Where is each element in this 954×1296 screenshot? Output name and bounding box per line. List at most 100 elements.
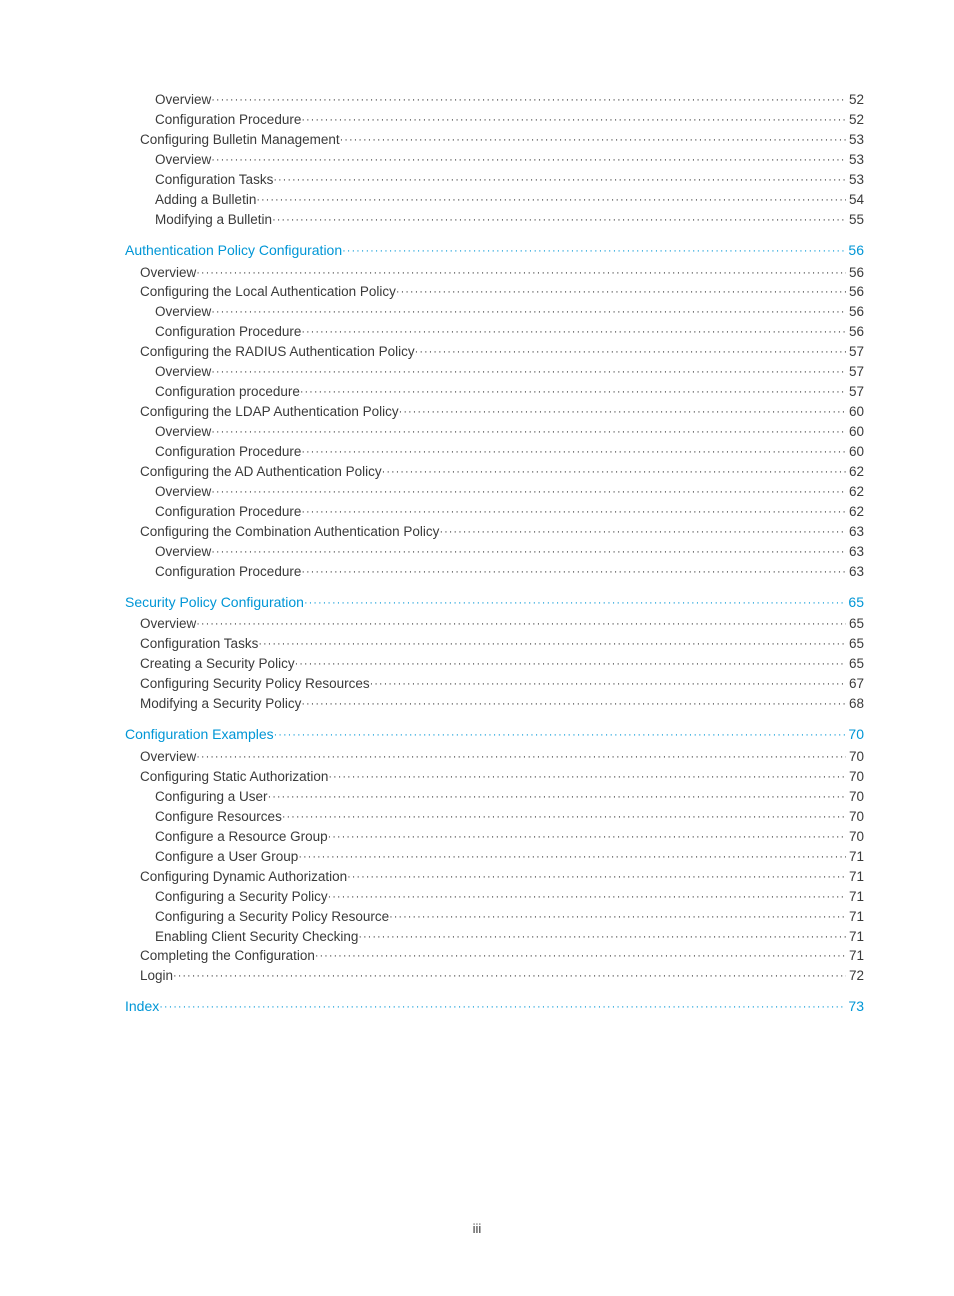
toc-entry-page: 56 — [845, 240, 864, 260]
toc-entry[interactable]: Configuration Procedure 52 — [90, 110, 864, 130]
toc-entry[interactable]: Overview 70 — [90, 747, 864, 767]
toc-entry-page: 71 — [846, 927, 864, 947]
toc-leader-dots — [273, 173, 846, 189]
toc-entry[interactable]: Configuration Procedure 62 — [90, 502, 864, 522]
toc-entry[interactable]: Overview 63 — [90, 542, 864, 562]
toc-entry-label: Enabling Client Security Checking — [155, 927, 358, 947]
toc-leader-dots — [272, 213, 846, 229]
toc-entry-label: Configure a Resource Group — [155, 827, 328, 847]
toc-entry[interactable]: Overview 65 — [90, 614, 864, 634]
toc-entry-label: Overview — [140, 614, 196, 634]
toc-leader-dots — [211, 93, 846, 109]
toc-entry-label: Configuring the AD Authentication Policy — [140, 462, 382, 482]
toc-entry-page: 65 — [845, 592, 864, 612]
toc-entry-label: Overview — [140, 747, 196, 767]
toc-entry-page: 62 — [846, 462, 864, 482]
toc-entry[interactable]: Configuration Procedure 63 — [90, 562, 864, 582]
toc-entry-label: Overview — [155, 542, 211, 562]
toc-entry[interactable]: Overview 52 — [90, 90, 864, 110]
toc-entry-page: 65 — [846, 654, 864, 674]
toc-entry-label: Configuration Procedure — [155, 110, 301, 130]
toc-entry-page: 70 — [846, 767, 864, 787]
toc-entry[interactable]: Configuring the Combination Authenticati… — [90, 522, 864, 542]
toc-entry[interactable]: Overview 57 — [90, 362, 864, 382]
toc-entry[interactable]: Configuration Procedure 56 — [90, 322, 864, 342]
toc-leader-dots — [268, 790, 846, 806]
toc-entry[interactable]: Configuring the AD Authentication Policy… — [90, 462, 864, 482]
toc-entry[interactable]: Index 73 — [90, 996, 864, 1017]
toc-entry[interactable]: Overview 62 — [90, 482, 864, 502]
toc-entry-label: Configuration Procedure — [155, 322, 301, 342]
toc-entry[interactable]: Configuration Tasks 53 — [90, 170, 864, 190]
toc-entry-page: 73 — [845, 996, 864, 1016]
toc-entry-label: Adding a Bulletin — [155, 190, 256, 210]
toc-entry[interactable]: Completing the Configuration 71 — [90, 946, 864, 966]
toc-entry-label: Configuring Dynamic Authorization — [140, 867, 347, 887]
toc-entry-page: 56 — [846, 302, 864, 322]
toc-entry[interactable]: Enabling Client Security Checking 71 — [90, 927, 864, 947]
toc-leader-dots — [328, 890, 846, 906]
toc-entry-page: 52 — [846, 90, 864, 110]
toc-leader-dots — [282, 810, 846, 826]
table-of-contents: Overview 52Configuration Procedure 52Con… — [90, 90, 864, 1017]
toc-leader-dots — [196, 750, 846, 766]
toc-entry-label: Overview — [155, 422, 211, 442]
toc-leader-dots — [370, 677, 846, 693]
toc-entry-label: Configure Resources — [155, 807, 282, 827]
toc-leader-dots — [256, 193, 846, 209]
toc-entry[interactable]: Configuration Procedure 60 — [90, 442, 864, 462]
toc-entry-page: 56 — [846, 263, 864, 283]
toc-entry[interactable]: Configure Resources 70 — [90, 807, 864, 827]
toc-entry[interactable]: Modifying a Security Policy 68 — [90, 694, 864, 714]
toc-leader-dots — [315, 949, 846, 965]
toc-entry-label: Configuring the Local Authentication Pol… — [140, 282, 396, 302]
toc-entry[interactable]: Configuring the LDAP Authentication Poli… — [90, 402, 864, 422]
toc-entry[interactable]: Configuration Examples 70 — [90, 724, 864, 745]
toc-entry-label: Configuring a User — [155, 787, 268, 807]
toc-entry[interactable]: Configuring Bulletin Management 53 — [90, 130, 864, 150]
toc-entry[interactable]: Configuring Dynamic Authorization 71 — [90, 867, 864, 887]
toc-entry-label: Configuring Static Authorization — [140, 767, 328, 787]
toc-entry[interactable]: Overview 56 — [90, 302, 864, 322]
toc-entry[interactable]: Security Policy Configuration 65 — [90, 592, 864, 613]
toc-entry[interactable]: Configuring Security Policy Resources 67 — [90, 674, 864, 694]
toc-entry[interactable]: Adding a Bulletin 54 — [90, 190, 864, 210]
toc-entry-label: Configuring Bulletin Management — [140, 130, 340, 150]
toc-entry[interactable]: Modifying a Bulletin 55 — [90, 210, 864, 230]
toc-entry[interactable]: Configuring a User 70 — [90, 787, 864, 807]
toc-entry[interactable]: Configuration Tasks 65 — [90, 634, 864, 654]
toc-entry[interactable]: Configure a User Group 71 — [90, 847, 864, 867]
toc-entry-page: 55 — [846, 210, 864, 230]
toc-leader-dots — [196, 266, 846, 282]
toc-entry[interactable]: Overview 56 — [90, 263, 864, 283]
toc-entry[interactable]: Overview 60 — [90, 422, 864, 442]
toc-leader-dots — [211, 365, 846, 381]
toc-entry[interactable]: Configuring a Security Policy 71 — [90, 887, 864, 907]
toc-leader-dots — [358, 930, 846, 946]
toc-leader-dots — [300, 385, 846, 401]
toc-entry[interactable]: Configuration procedure 57 — [90, 382, 864, 402]
toc-entry-label: Completing the Configuration — [140, 946, 315, 966]
toc-entry-page: 70 — [846, 787, 864, 807]
toc-leader-dots — [301, 445, 846, 461]
toc-leader-dots — [301, 325, 846, 341]
toc-leader-dots — [301, 113, 846, 129]
toc-leader-dots — [211, 153, 846, 169]
toc-entry-label: Configuration Procedure — [155, 562, 301, 582]
toc-entry-page: 72 — [846, 966, 864, 986]
toc-entry[interactable]: Overview 53 — [90, 150, 864, 170]
toc-entry[interactable]: Configuring the Local Authentication Pol… — [90, 282, 864, 302]
toc-leader-dots — [211, 485, 846, 501]
toc-entry-page: 56 — [846, 322, 864, 342]
toc-entry[interactable]: Configuring a Security Policy Resource 7… — [90, 907, 864, 927]
toc-entry-page: 71 — [846, 847, 864, 867]
toc-entry[interactable]: Login 72 — [90, 966, 864, 986]
toc-entry[interactable]: Configure a Resource Group 70 — [90, 827, 864, 847]
toc-entry-page: 56 — [846, 282, 864, 302]
toc-entry-label: Configuration Examples — [125, 724, 274, 744]
toc-entry[interactable]: Authentication Policy Configuration 56 — [90, 240, 864, 261]
toc-entry[interactable]: Configuring Static Authorization 70 — [90, 767, 864, 787]
toc-entry[interactable]: Configuring the RADIUS Authentication Po… — [90, 342, 864, 362]
toc-entry[interactable]: Creating a Security Policy 65 — [90, 654, 864, 674]
toc-entry-page: 71 — [846, 887, 864, 907]
